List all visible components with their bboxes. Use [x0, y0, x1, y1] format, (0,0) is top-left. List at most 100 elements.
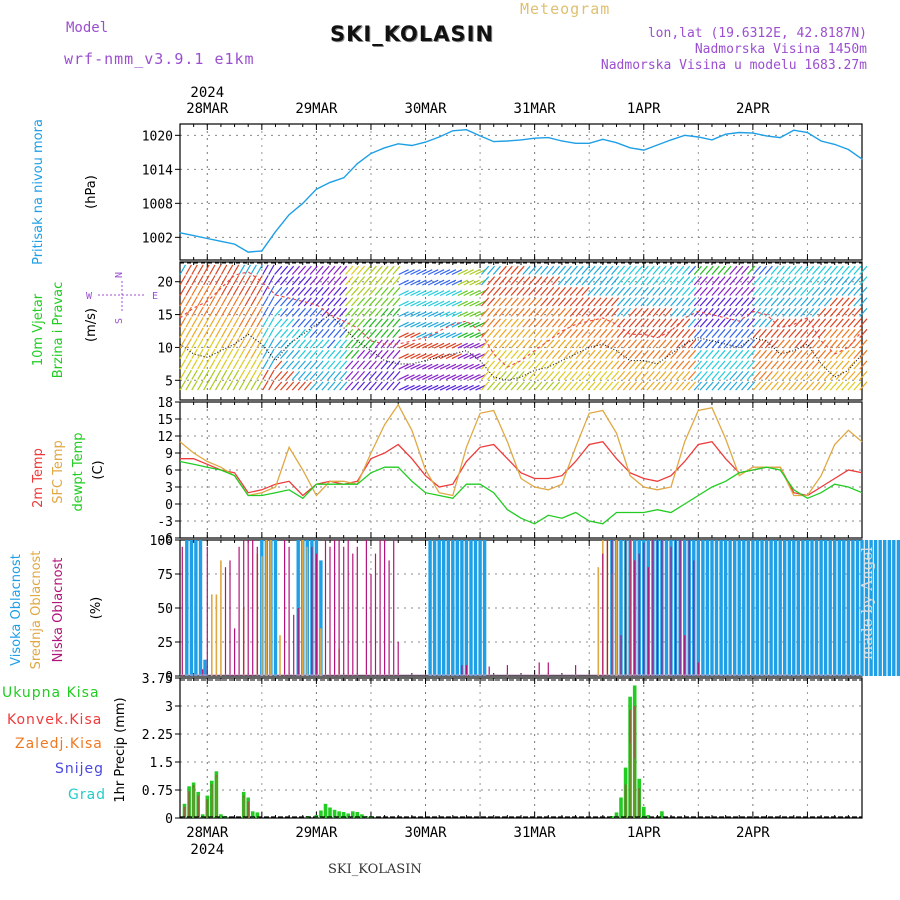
wind-barb: [605, 265, 614, 275]
high-cloud-bar: [851, 540, 855, 676]
wind-barb: [498, 360, 507, 370]
wind-barb: [268, 359, 275, 370]
wind-barb: [203, 359, 210, 370]
wind-barb: [735, 371, 744, 380]
wind-barb: [232, 338, 240, 349]
wind-barb: [788, 276, 797, 286]
total-precip-bar: [337, 811, 341, 818]
wind-barb: [616, 307, 626, 317]
wind-barb: [599, 276, 608, 286]
wind-barb: [315, 265, 324, 275]
wind-barb: [356, 349, 366, 359]
wind-barb: [362, 349, 371, 359]
wind-barb: [274, 339, 283, 349]
wind-barb: [546, 360, 555, 370]
wind-barb: [280, 360, 289, 370]
high-cloud-bar: [823, 540, 828, 676]
wind-barb: [410, 311, 421, 318]
wind-barb: [232, 380, 240, 391]
wind-barb: [510, 307, 519, 317]
high-cloud-bar: [833, 540, 837, 676]
wind-barb: [770, 371, 779, 380]
wind-barb: [345, 276, 354, 286]
wind-barb: [699, 286, 708, 296]
wind-barb: [297, 297, 306, 307]
high-cloud-bar: [714, 540, 719, 676]
wind-barb: [699, 265, 708, 275]
wind-barb: [593, 307, 602, 317]
low-cloud-bar: [393, 540, 395, 676]
wind-barb: [711, 286, 720, 296]
wind-barb: [368, 318, 377, 328]
wind-barb: [758, 349, 767, 359]
wind-barb: [416, 342, 427, 349]
low-cloud-bar: [679, 540, 681, 676]
wind-barb: [705, 349, 714, 359]
wind-barb: [356, 360, 366, 370]
year-label-bottom: 2024: [190, 842, 224, 858]
wind-barb: [835, 381, 844, 391]
precip-legend-item: Grad: [68, 787, 106, 803]
wind-barb: [291, 371, 301, 380]
wind-barb: [185, 327, 192, 338]
wind-barb: [392, 328, 401, 338]
wind-barb: [374, 360, 383, 370]
wind-barb: [522, 381, 531, 391]
wind-barb: [587, 328, 596, 338]
wind-barb: [540, 297, 549, 307]
wind-barb: [658, 265, 667, 275]
low-cloud-bar: [488, 666, 490, 676]
wind-barb: [480, 371, 490, 380]
wind-barb: [297, 307, 306, 317]
wind-barb: [469, 321, 480, 328]
high-cloud-bar: [828, 540, 832, 676]
wind-barb: [723, 276, 732, 286]
precip-legend-item: Snijeg: [55, 761, 104, 777]
day-label-top: 28MAR: [186, 101, 229, 117]
wind-barb: [457, 374, 468, 381]
wind-barb: [179, 348, 187, 359]
wind-barb: [504, 328, 513, 338]
wind-barb: [806, 360, 815, 370]
wind-barb: [380, 360, 389, 370]
wind-barb: [256, 327, 263, 338]
wind-barb: [551, 381, 561, 391]
wind-barb: [859, 276, 868, 286]
pressure-point: [370, 152, 372, 155]
wind-barb: [451, 374, 463, 381]
wind-barb: [203, 369, 210, 380]
wind-barb: [498, 328, 507, 338]
wind-barb: [764, 339, 773, 349]
wind-barb: [368, 286, 377, 296]
low-cloud-bar: [243, 540, 245, 676]
wind-barb: [811, 349, 821, 359]
wind-barb: [676, 265, 685, 275]
low-cloud-bar: [343, 546, 345, 676]
wind-barb: [498, 318, 507, 328]
high-cloud-bar: [746, 540, 750, 676]
wind-barb: [232, 296, 240, 307]
wind-barb: [475, 342, 486, 349]
wind-barb: [788, 339, 797, 349]
wind-barb: [622, 381, 632, 391]
wind-barb: [268, 285, 275, 296]
wind-barb: [262, 369, 269, 380]
wind-barb: [250, 348, 257, 359]
wind-barb: [303, 349, 312, 359]
wind-barb: [321, 328, 330, 338]
wind-barb: [841, 360, 850, 370]
wind-barb: [800, 276, 809, 286]
wind-barb: [362, 328, 371, 338]
wind-barb: [634, 318, 643, 328]
wind-barb: [687, 371, 697, 380]
wind-barb: [285, 360, 295, 370]
wind-barb: [853, 318, 862, 328]
wind-barb: [528, 381, 537, 391]
wind-barb: [516, 349, 525, 359]
wind-barb: [486, 349, 496, 359]
wind-barb: [486, 297, 496, 307]
wind-barb: [297, 318, 306, 328]
wind-barb: [463, 353, 474, 360]
wind-barb: [492, 297, 501, 307]
wind-barb: [676, 307, 685, 317]
